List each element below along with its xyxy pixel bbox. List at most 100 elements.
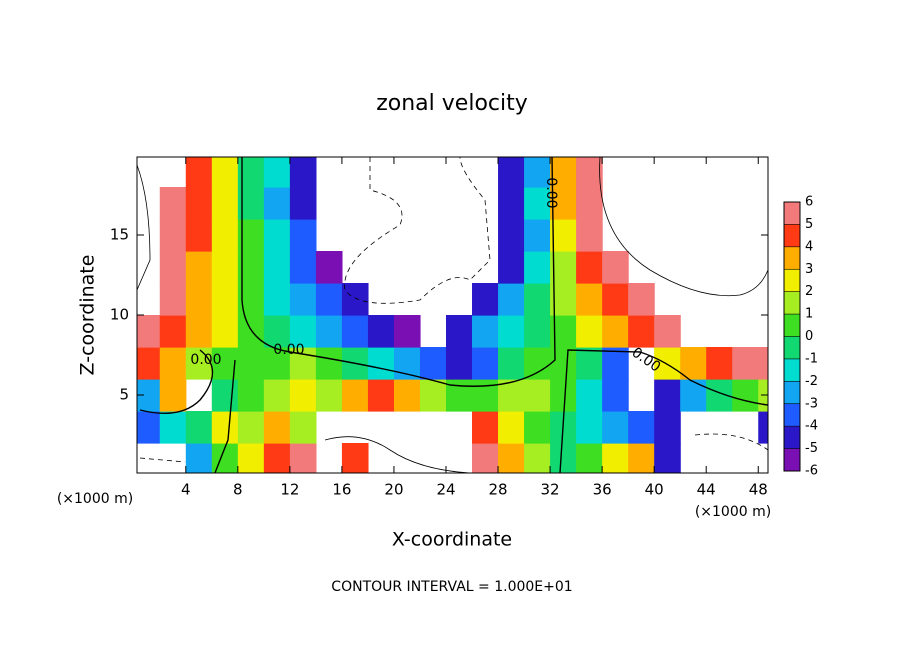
colorbar-tick-label: -2 <box>805 374 818 389</box>
field-cell <box>550 157 577 188</box>
field-cell <box>159 379 187 412</box>
field-cell <box>159 411 187 444</box>
field-cell <box>576 283 603 316</box>
field-cell <box>498 251 525 284</box>
contour-lines <box>137 157 768 473</box>
field-cell <box>263 219 291 252</box>
field-cell <box>472 283 499 316</box>
y-tick-label: 10 <box>110 306 129 324</box>
field-cell <box>237 379 265 412</box>
colorbar-tick-label: 5 <box>805 217 813 232</box>
field-cell <box>289 157 317 188</box>
field-cell <box>315 347 343 380</box>
field-cell <box>185 347 213 380</box>
field-cell <box>445 347 473 380</box>
field-cell <box>472 315 499 348</box>
field-cell <box>341 379 369 412</box>
field-cell <box>341 443 369 473</box>
field-cell <box>237 411 265 444</box>
field-cell <box>185 157 213 188</box>
field-cell <box>289 251 317 284</box>
colorbar-band <box>784 224 800 247</box>
colorbar-band <box>784 358 800 382</box>
field-cell <box>185 443 213 473</box>
x-tick-label: 12 <box>280 481 299 499</box>
contour-label: 0.00 <box>543 177 559 208</box>
field-cell <box>680 347 707 380</box>
field-cell <box>524 379 551 412</box>
field-cell <box>654 411 681 444</box>
x-tick-label: 20 <box>384 481 403 499</box>
field-cell <box>393 379 421 412</box>
field-cell <box>137 411 161 444</box>
field-cell <box>602 283 629 316</box>
field-cell <box>524 315 551 348</box>
field-cell <box>237 315 265 348</box>
field-cell <box>472 443 499 473</box>
field-cell <box>498 347 525 380</box>
colorbar-band <box>784 448 800 471</box>
field-cell <box>576 157 603 188</box>
y-tick-label: 15 <box>110 226 129 244</box>
field-cell <box>263 379 291 412</box>
field-cell <box>602 347 629 380</box>
field-cell <box>732 347 759 380</box>
field-cell <box>367 379 395 412</box>
field-cell <box>185 411 213 444</box>
field-cell <box>498 443 525 473</box>
field-cell <box>237 347 265 380</box>
colorbar-tick-label: -1 <box>805 351 818 366</box>
chart-title: zonal velocity <box>376 91 528 116</box>
colorbar-band <box>784 403 800 427</box>
colorbar-tick-label: 1 <box>805 307 813 322</box>
field-cell <box>576 251 603 284</box>
field-cell <box>185 315 213 348</box>
field-cell <box>185 187 213 220</box>
field-cell <box>524 411 551 444</box>
field-cell <box>628 411 655 444</box>
field-cell <box>628 283 655 316</box>
field-cell <box>732 379 759 412</box>
field-cell <box>263 443 291 473</box>
y-axis-label: Z-coordinate <box>77 255 99 376</box>
field-cell <box>237 443 265 473</box>
x-tick-label: 40 <box>645 481 664 499</box>
x-tick-label: 8 <box>233 481 243 499</box>
field-cell <box>159 219 187 252</box>
colorbar-band <box>784 269 800 292</box>
field-cell <box>263 347 291 380</box>
field-cell <box>576 347 603 380</box>
contour-label: 0.00 <box>273 342 304 358</box>
field-cell <box>654 443 681 473</box>
field-cell <box>159 251 187 284</box>
field-cell <box>602 411 629 444</box>
field-cell <box>341 315 369 348</box>
field-cell <box>419 347 447 380</box>
x-tick-label: 44 <box>697 481 716 499</box>
field-cell <box>341 283 369 316</box>
field-cell <box>498 187 525 220</box>
field-cell <box>211 315 239 348</box>
field-cell <box>550 251 577 284</box>
field-cell <box>472 411 499 444</box>
field-cell <box>315 379 343 412</box>
colorbar-tick-label: 0 <box>805 329 813 344</box>
field-cell <box>137 315 161 348</box>
field-cell <box>550 187 577 220</box>
field-cell <box>289 283 317 316</box>
field-cell <box>628 443 655 473</box>
field-cell <box>367 347 395 380</box>
field-cell <box>315 315 343 348</box>
field-cell <box>628 315 655 348</box>
field-cell <box>472 347 499 380</box>
x-tick-label: 24 <box>436 481 455 499</box>
field-cell <box>706 347 733 380</box>
x-unit-left: (×1000 m) <box>57 491 133 507</box>
colorbar: -6 -5 -4 -3 -2 -1 0 1 2 3 4 5 6 <box>783 195 818 479</box>
field-cell <box>263 157 291 188</box>
contour-labels: 0.000.000.000.00 <box>190 177 663 375</box>
field-cell <box>524 347 551 380</box>
field-cell <box>576 219 603 252</box>
field-cell <box>654 315 681 348</box>
field-cell <box>602 379 629 412</box>
